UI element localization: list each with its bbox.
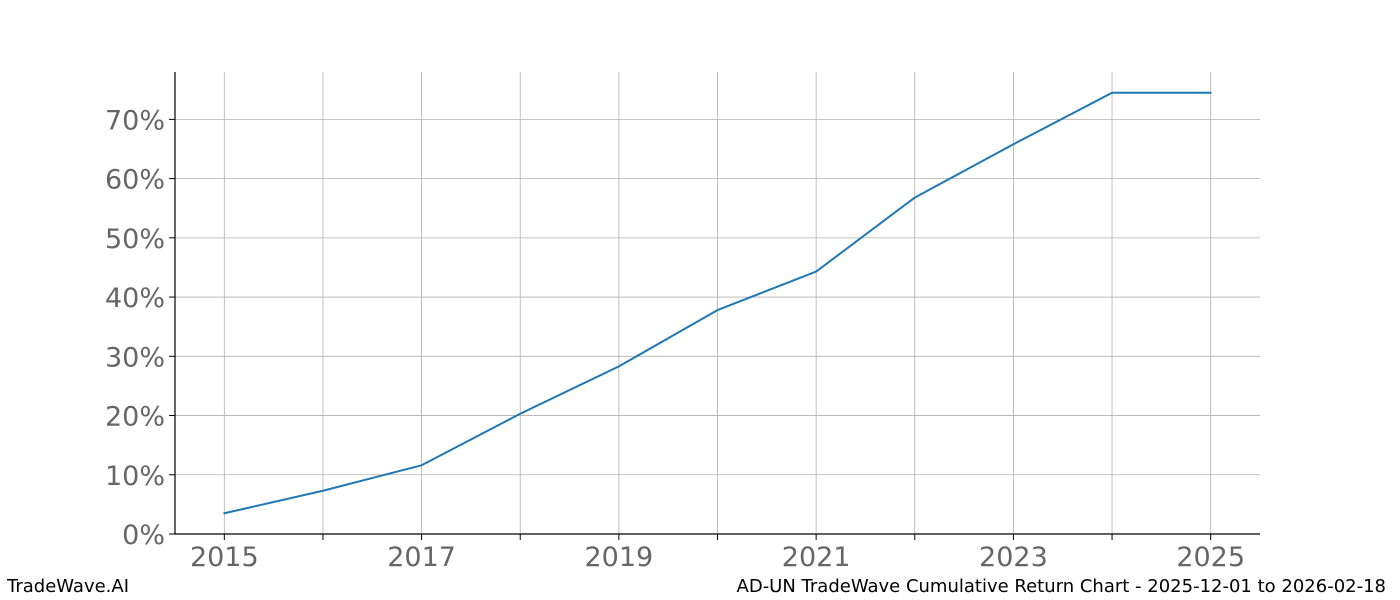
x-tick-label: 2019 <box>585 542 654 570</box>
y-tick-label: 40% <box>105 283 165 314</box>
x-tick-label: 2017 <box>387 542 456 570</box>
x-tick-label: 2023 <box>979 542 1048 570</box>
tick-labels: 2015 2017 2019 2021 2023 2025 0% 10% 20% 30% 40% 50… <box>105 105 1245 570</box>
x-tick-label: 2015 <box>190 542 259 570</box>
footer-brand: TradeWave.AI <box>7 576 130 597</box>
y-tick-label: 0% <box>122 520 165 551</box>
y-tick-label: 20% <box>105 402 165 433</box>
y-tick-label: 50% <box>105 224 165 255</box>
x-tick-label: 2021 <box>782 542 851 570</box>
y-tick-label: 30% <box>105 342 165 373</box>
footer-chart-caption: AD-UN TradeWave Cumulative Return Chart … <box>736 576 1386 597</box>
grid-lines <box>175 72 1260 535</box>
y-tick-label: 70% <box>105 105 165 136</box>
axes <box>169 72 1260 540</box>
y-tick-label: 60% <box>105 165 165 196</box>
series-layer <box>223 91 1212 515</box>
x-tick-label: 2025 <box>1176 542 1245 570</box>
y-tick-label: 10% <box>105 461 165 492</box>
cumulative-return-chart: 2015 2017 2019 2021 2023 2025 0% 10% 20% 30% 40% 50… <box>105 72 1260 570</box>
